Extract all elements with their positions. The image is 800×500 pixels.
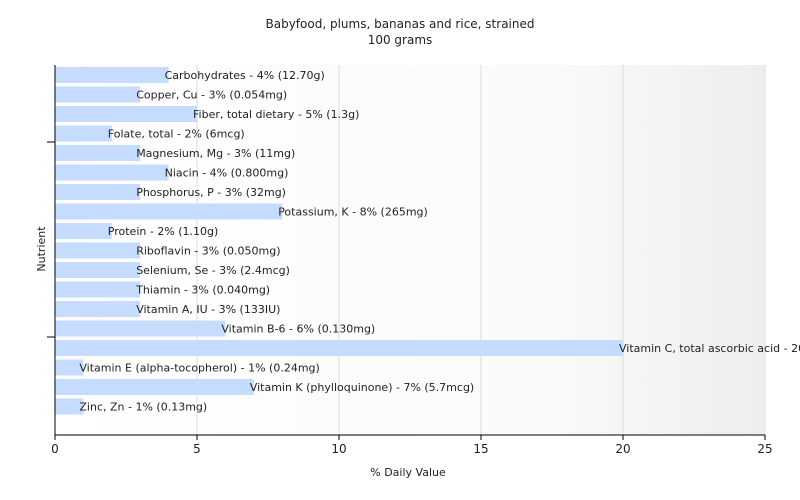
bar [55, 223, 112, 239]
x-tick-label: 10 [331, 442, 346, 456]
bar [55, 340, 623, 356]
axes: 0 5 10 15 20 25 [47, 65, 773, 456]
chart-subtitle: 100 grams [367, 33, 433, 47]
bar-label: Phosphorus, P - 3% (32mg) [136, 186, 286, 199]
bar [55, 106, 197, 122]
bar-label: Zinc, Zn - 1% (0.13mg) [79, 401, 207, 414]
x-tick-label: 25 [757, 442, 772, 456]
bar-label: Thiamin - 3% (0.040mg) [135, 284, 270, 297]
bar-label: Folate, total - 2% (6mcg) [108, 128, 245, 141]
bar [55, 281, 141, 298]
bar-label: Vitamin B-6 - 6% (0.130mg) [221, 323, 375, 336]
bar [55, 86, 141, 103]
bar [55, 145, 141, 161]
bar [55, 398, 84, 415]
bar-label: Potassium, K - 8% (265mg) [278, 206, 428, 219]
bar-label: Vitamin A, IU - 3% (133IU) [136, 303, 280, 316]
bar [55, 125, 112, 142]
grid-lines [196, 65, 766, 435]
bar [55, 262, 141, 278]
y-axis-title: Nutrient [35, 226, 48, 272]
bar [55, 301, 141, 317]
bar [55, 184, 141, 200]
bar-label: Selenium, Se - 3% (2.4mcg) [136, 264, 290, 277]
chart-title: Babyfood, plums, bananas and rice, strai… [265, 17, 535, 31]
bar [55, 203, 283, 220]
bar-label: Niacin - 4% (0.800mg) [165, 167, 289, 180]
bar-label: Riboflavin - 3% (0.050mg) [136, 245, 280, 258]
bar [55, 67, 169, 83]
x-tick-label: 5 [193, 442, 201, 456]
x-axis-title: % Daily Value [370, 466, 446, 479]
bar [55, 320, 226, 337]
bar-label: Fiber, total dietary - 5% (1.3g) [193, 108, 359, 121]
bar-label: Magnesium, Mg - 3% (11mg) [136, 147, 295, 160]
bar-label: Protein - 2% (1.10g) [108, 225, 219, 238]
bar-label: Vitamin K (phylloquinone) - 7% (5.7mcg) [250, 381, 474, 394]
bar-label: Copper, Cu - 3% (0.054mg) [136, 89, 287, 102]
bar [55, 242, 141, 259]
bar [55, 164, 169, 181]
bars: Carbohydrates - 4% (12.70g) Copper, Cu - … [55, 67, 800, 415]
bar-label: Carbohydrates - 4% (12.70g) [165, 69, 325, 82]
bar-label: Vitamin E (alpha-tocopherol) - 1% (0.24m… [79, 362, 319, 375]
bar-label: Vitamin C, total ascorbic acid - 20% (12… [619, 342, 800, 355]
chart-title-block: Babyfood, plums, bananas and rice, strai… [0, 16, 800, 48]
plot-area [55, 65, 765, 435]
x-tick-label: 15 [473, 442, 488, 456]
bar [55, 379, 254, 395]
x-tick-label: 20 [615, 442, 630, 456]
x-tick-label: 0 [51, 442, 59, 456]
bar [55, 359, 84, 376]
